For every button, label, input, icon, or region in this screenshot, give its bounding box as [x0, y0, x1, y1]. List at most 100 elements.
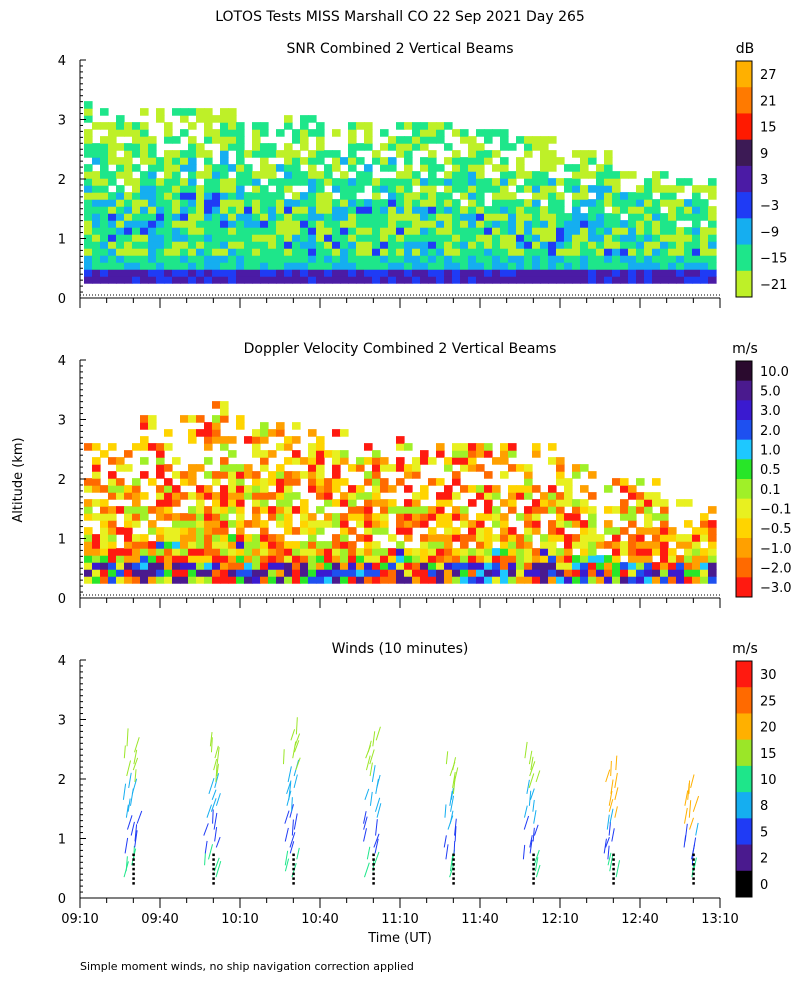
heatmap-cell [356, 248, 365, 256]
heatmap-cell [700, 555, 709, 563]
heatmap-cell [324, 499, 333, 507]
heatmap-cell [132, 241, 141, 249]
heatmap-cell [188, 527, 197, 535]
wind-missing-dot [212, 872, 215, 876]
heatmap-cell [532, 269, 541, 277]
heatmap-cell [476, 171, 485, 179]
heatmap-cell [220, 506, 229, 514]
heatmap-cell [436, 478, 445, 486]
colorbar-swatch [736, 870, 752, 898]
heatmap-cell [316, 199, 325, 207]
heatmap-cell [356, 548, 365, 556]
heatmap-cell [636, 499, 645, 507]
heatmap-cell [236, 150, 245, 158]
heatmap-cell [516, 220, 525, 228]
wind-missing-dot [132, 863, 135, 866]
heatmap-cell [164, 269, 173, 277]
heatmap-cell [204, 485, 213, 493]
heatmap-cell [292, 541, 301, 549]
heatmap-cell [604, 262, 613, 270]
heatmap-cell [636, 276, 645, 284]
heatmap-cell [500, 450, 509, 458]
heatmap-cell [524, 569, 533, 577]
heatmap-cell [300, 234, 309, 242]
heatmap-cell [708, 262, 717, 270]
heatmap-cell [604, 527, 613, 535]
heatmap-cell [556, 220, 565, 228]
heatmap-cell [332, 450, 341, 458]
heatmap-cell [332, 164, 341, 172]
heatmap-cell [284, 443, 293, 451]
heatmap-cell [420, 220, 429, 228]
heatmap-cell [308, 150, 317, 158]
heatmap-cell [260, 185, 269, 193]
heatmap-cell [180, 213, 189, 221]
heatmap-cell [380, 548, 389, 556]
heatmap-cell [276, 548, 285, 556]
heatmap-cell [572, 506, 581, 514]
heatmap-cell [156, 269, 165, 277]
heatmap-cell [564, 248, 573, 256]
heatmap-cell [684, 576, 693, 584]
heatmap-cell [332, 248, 341, 256]
heatmap-cell [108, 269, 117, 277]
heatmap-cell [108, 443, 117, 451]
heatmap-cell [604, 192, 613, 200]
heatmap-cell [164, 276, 173, 284]
heatmap-cell [412, 171, 421, 179]
heatmap-cell [124, 464, 133, 472]
heatmap-cell [308, 555, 317, 563]
wind-missing-dot [452, 853, 455, 857]
heatmap-cell [268, 206, 277, 214]
heatmap-cell [156, 492, 165, 500]
heatmap-cell [476, 534, 485, 542]
y-tick-label: 0 [58, 892, 66, 907]
heatmap-cell [364, 122, 373, 130]
heatmap-cell [668, 213, 677, 221]
heatmap-cell [268, 576, 277, 584]
heatmap-cell [652, 234, 661, 242]
heatmap-cell [540, 220, 549, 228]
heatmap-cell [516, 185, 525, 193]
heatmap-cell [596, 220, 605, 228]
heatmap-cell [84, 241, 93, 249]
heatmap-cell [84, 499, 93, 507]
heatmap-cell [588, 541, 597, 549]
heatmap-cell [164, 185, 173, 193]
wind-barb [296, 847, 300, 860]
heatmap-cell [140, 136, 149, 144]
heatmap-cell [212, 534, 221, 542]
heatmap-cell [276, 464, 285, 472]
heatmap-cell [420, 492, 429, 500]
wind-barb [449, 865, 454, 878]
wind-barb [452, 757, 457, 771]
heatmap-cell [372, 464, 381, 472]
heatmap-cell [516, 492, 525, 500]
heatmap-cell [548, 234, 557, 242]
heatmap-cell [276, 478, 285, 486]
heatmap-cell [276, 192, 285, 200]
wind-barb [535, 864, 541, 878]
heatmap-cell [124, 227, 133, 235]
heatmap-cell [364, 499, 373, 507]
heatmap-cell [156, 255, 165, 263]
heatmap-cell [476, 555, 485, 563]
heatmap-cell [692, 199, 701, 207]
heatmap-cell [428, 220, 437, 228]
heatmap-cell [172, 499, 181, 507]
heatmap-cell [204, 276, 213, 284]
heatmap-cell [284, 520, 293, 528]
heatmap-cell [508, 206, 517, 214]
heatmap-cell [140, 171, 149, 179]
heatmap-cell [404, 276, 413, 284]
heatmap-cell [172, 220, 181, 228]
heatmap-cell [532, 569, 541, 577]
heatmap-cell [396, 555, 405, 563]
heatmap-cell [300, 520, 309, 528]
heatmap-cell [628, 248, 637, 256]
heatmap-cell [412, 513, 421, 521]
heatmap-cell [244, 178, 253, 186]
heatmap-cell [252, 234, 261, 242]
heatmap-cell [500, 185, 509, 193]
heatmap-cell [444, 534, 453, 542]
